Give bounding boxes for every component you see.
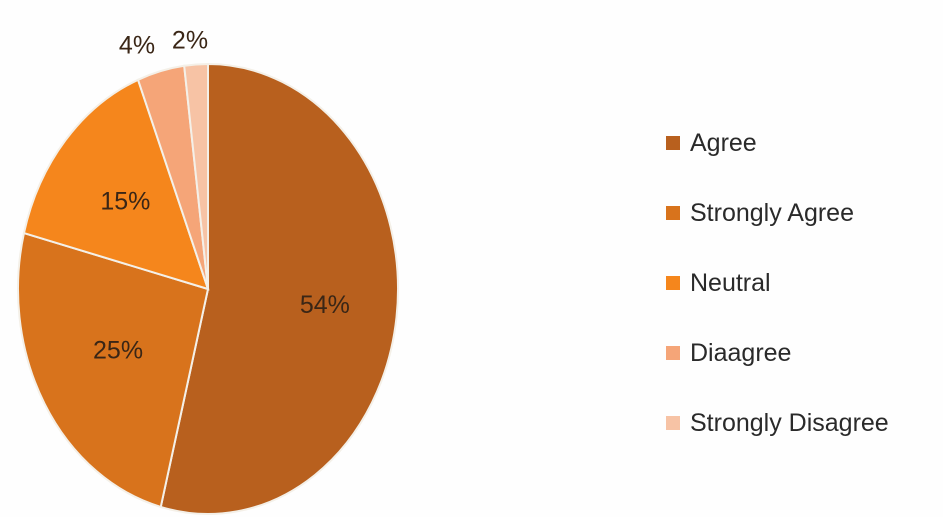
legend-swatch — [666, 136, 680, 150]
legend-label: Strongly Agree — [690, 198, 854, 227]
value-label-agree: 54% — [300, 291, 350, 319]
legend-swatch — [666, 206, 680, 220]
legend-item-strongly-disagree: Strongly Disagree — [666, 408, 936, 438]
legend-label: Agree — [690, 128, 757, 157]
pie-slices — [17, 62, 399, 515]
legend-item-strongly-agree: Strongly Agree — [666, 198, 936, 228]
legend-swatch — [666, 276, 680, 290]
value-label-strongly-disagree: 2% — [172, 27, 208, 55]
legend-label: Diaagree — [690, 338, 792, 367]
legend-swatch — [666, 346, 680, 360]
legend-label: Strongly Disagree — [690, 408, 889, 437]
pie-slice-agree — [159, 62, 399, 515]
legend: Agree Strongly Agree Neutral Diaagree Strong… — [666, 128, 936, 478]
pie-slice-strongly-agree — [17, 231, 210, 509]
value-label-strongly-agree: 25% — [93, 337, 143, 365]
value-label-diaagree: 4% — [119, 32, 155, 60]
legend-swatch — [666, 416, 680, 430]
pie-value-labels: 54% 25% 15% 4% 2% — [93, 27, 350, 365]
pie-slice-strongly-disagree — [183, 62, 209, 290]
pie-slice-neutral — [22, 78, 210, 291]
legend-item-neutral: Neutral — [666, 268, 936, 298]
legend-item-agree: Agree — [666, 128, 936, 158]
value-label-neutral: 15% — [100, 187, 150, 215]
legend-item-diaagree: Diaagree — [666, 338, 936, 368]
legend-label: Neutral — [690, 268, 771, 297]
